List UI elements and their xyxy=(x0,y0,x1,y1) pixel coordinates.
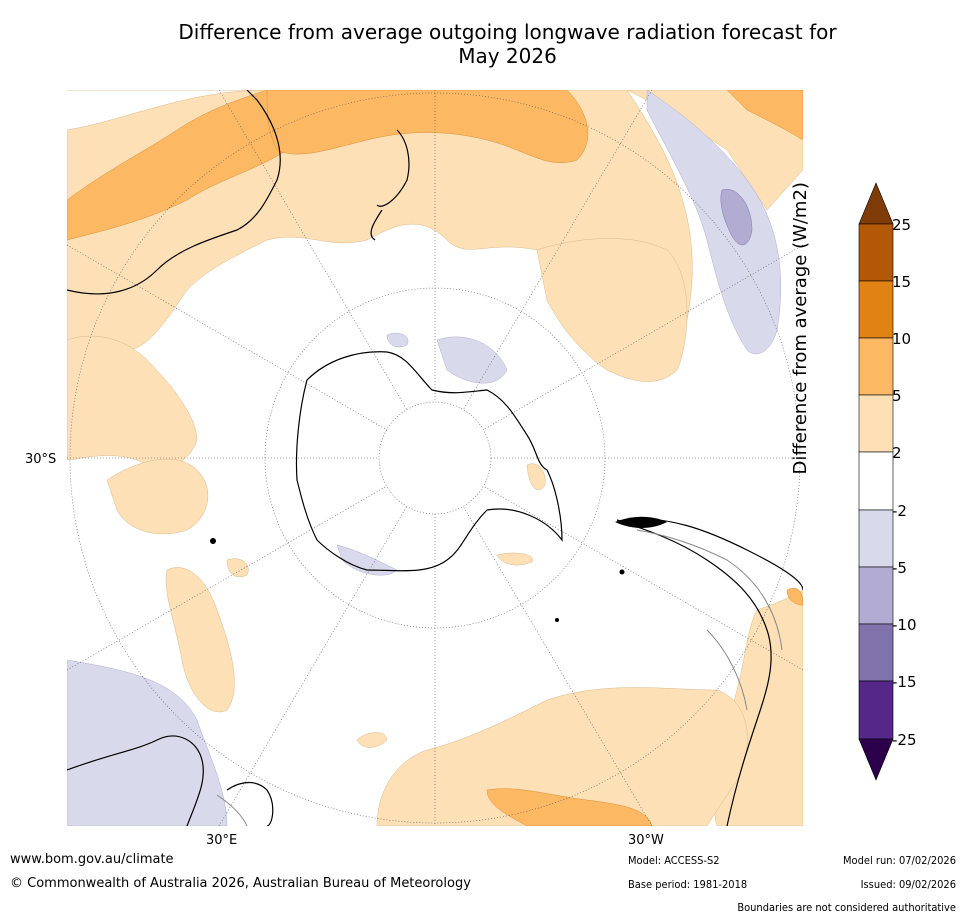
country-borders xyxy=(216,529,783,826)
footer-url[interactable]: www.bom.gov.au/climate xyxy=(10,852,174,867)
madagascar-coast xyxy=(226,781,274,826)
colorbar-tick: -25 xyxy=(892,731,917,749)
colorbar-10-15 xyxy=(858,280,894,339)
colorbar-tick: 25 xyxy=(892,216,911,234)
new-zealand-coast xyxy=(370,129,410,241)
anomaly-5-to-10 xyxy=(67,90,803,826)
colorbar-neutral xyxy=(858,451,894,511)
colorbar-tick: 15 xyxy=(892,273,911,291)
polar-map xyxy=(67,90,803,826)
title-line-2: May 2026 xyxy=(458,44,557,68)
colorbar-2-5 xyxy=(858,394,894,453)
colorbar-tick: 2 xyxy=(892,444,902,462)
colorbar-15-25 xyxy=(858,223,894,282)
colorbar-tick: -2 xyxy=(892,502,907,520)
colorbar-tick: -5 xyxy=(892,559,907,577)
footer-model-run: Model run: 07/02/2026 xyxy=(843,854,956,867)
footer-copyright: © Commonwealth of Australia 2026, Austra… xyxy=(10,876,471,891)
colorbar-title: Difference from average (W/m2) xyxy=(789,182,811,475)
colorbar-minus10-minus15 xyxy=(858,623,894,682)
footer-base-period: Base period: 1981-2018 xyxy=(628,878,748,891)
colorbar-minus5-minus10 xyxy=(858,566,894,625)
highlands xyxy=(210,516,667,622)
title-line-1: Difference from average outgoing longwav… xyxy=(178,20,837,44)
anomaly-minus2-to-minus5 xyxy=(67,90,781,826)
colorbar-minus2-minus5 xyxy=(858,509,894,568)
colorbar-tick: -10 xyxy=(892,616,917,634)
footer-disclaimer: Boundaries are not considered authoritat… xyxy=(737,901,956,914)
colorbar-5-10 xyxy=(858,337,894,396)
colorbar-minus15-minus25 xyxy=(858,680,894,740)
colorbar-below-min xyxy=(858,738,894,781)
south-america-coast xyxy=(616,519,772,826)
map-title: Difference from average outgoing longwav… xyxy=(60,20,955,68)
australia-coast xyxy=(67,90,281,295)
anomaly-minus5-to-minus10 xyxy=(720,188,753,246)
lat-label-30s: 30°S xyxy=(25,452,57,467)
antarctica-coast xyxy=(295,351,563,572)
colorbar-graphic: 25 15 10 5 2 -2 -5 -10 -15 -25 xyxy=(858,182,917,781)
lon-label-30e: 30°E xyxy=(206,833,238,848)
lon-label-30w: 30°W xyxy=(628,833,664,848)
colorbar-above-max xyxy=(858,182,894,225)
colorbar-tick: 10 xyxy=(892,330,911,348)
footer-issued: Issued: 09/02/2026 xyxy=(860,878,956,891)
colorbar-tick: 5 xyxy=(892,387,902,405)
footer-model: Model: ACCESS-S2 xyxy=(628,854,720,867)
colorbar-tick: -15 xyxy=(892,673,917,691)
colorbar: 25 15 10 5 2 -2 -5 -10 -15 -25 xyxy=(840,180,965,790)
coastlines xyxy=(67,90,803,826)
map-canvas xyxy=(67,90,803,826)
africa-coast xyxy=(67,735,204,826)
